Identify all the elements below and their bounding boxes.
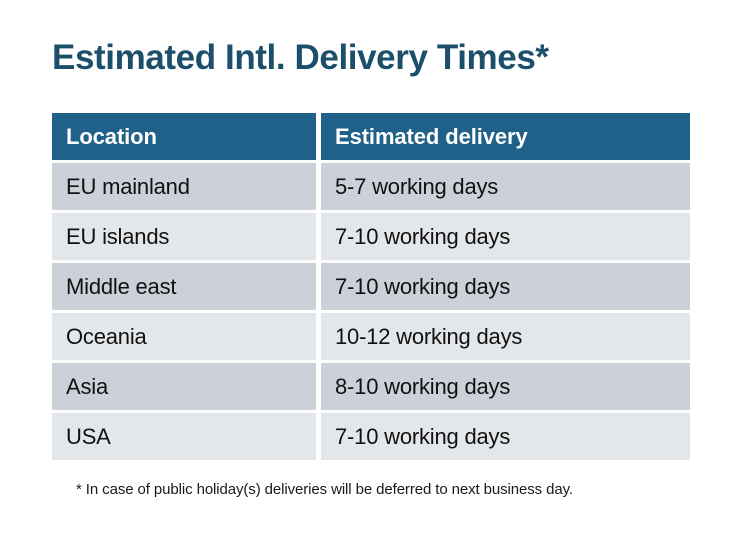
table-row: Middle east 7-10 working days [52, 263, 690, 310]
column-header-location: Location [52, 113, 316, 160]
table-row: Oceania 10-12 working days [52, 313, 690, 360]
cell-location: Oceania [52, 313, 316, 360]
cell-estimated-delivery: 8-10 working days [321, 363, 690, 410]
table-row: USA 7-10 working days [52, 413, 690, 460]
table-row: EU mainland 5-7 working days [52, 163, 690, 210]
cell-location: EU mainland [52, 163, 316, 210]
table-row: Asia 8-10 working days [52, 363, 690, 410]
cell-location: USA [52, 413, 316, 460]
cell-estimated-delivery: 7-10 working days [321, 413, 690, 460]
delivery-times-table: Location Estimated delivery EU mainland … [52, 113, 690, 460]
cell-estimated-delivery: 7-10 working days [321, 263, 690, 310]
cell-location: Middle east [52, 263, 316, 310]
table-header-row: Location Estimated delivery [52, 113, 690, 160]
page-title: Estimated Intl. Delivery Times* [52, 38, 549, 77]
cell-location: Asia [52, 363, 316, 410]
cell-estimated-delivery: 5-7 working days [321, 163, 690, 210]
cell-location: EU islands [52, 213, 316, 260]
table-row: EU islands 7-10 working days [52, 213, 690, 260]
column-header-estimated-delivery: Estimated delivery [321, 113, 690, 160]
cell-estimated-delivery: 7-10 working days [321, 213, 690, 260]
footnote-text: * In case of public holiday(s) deliverie… [76, 481, 573, 498]
cell-estimated-delivery: 10-12 working days [321, 313, 690, 360]
